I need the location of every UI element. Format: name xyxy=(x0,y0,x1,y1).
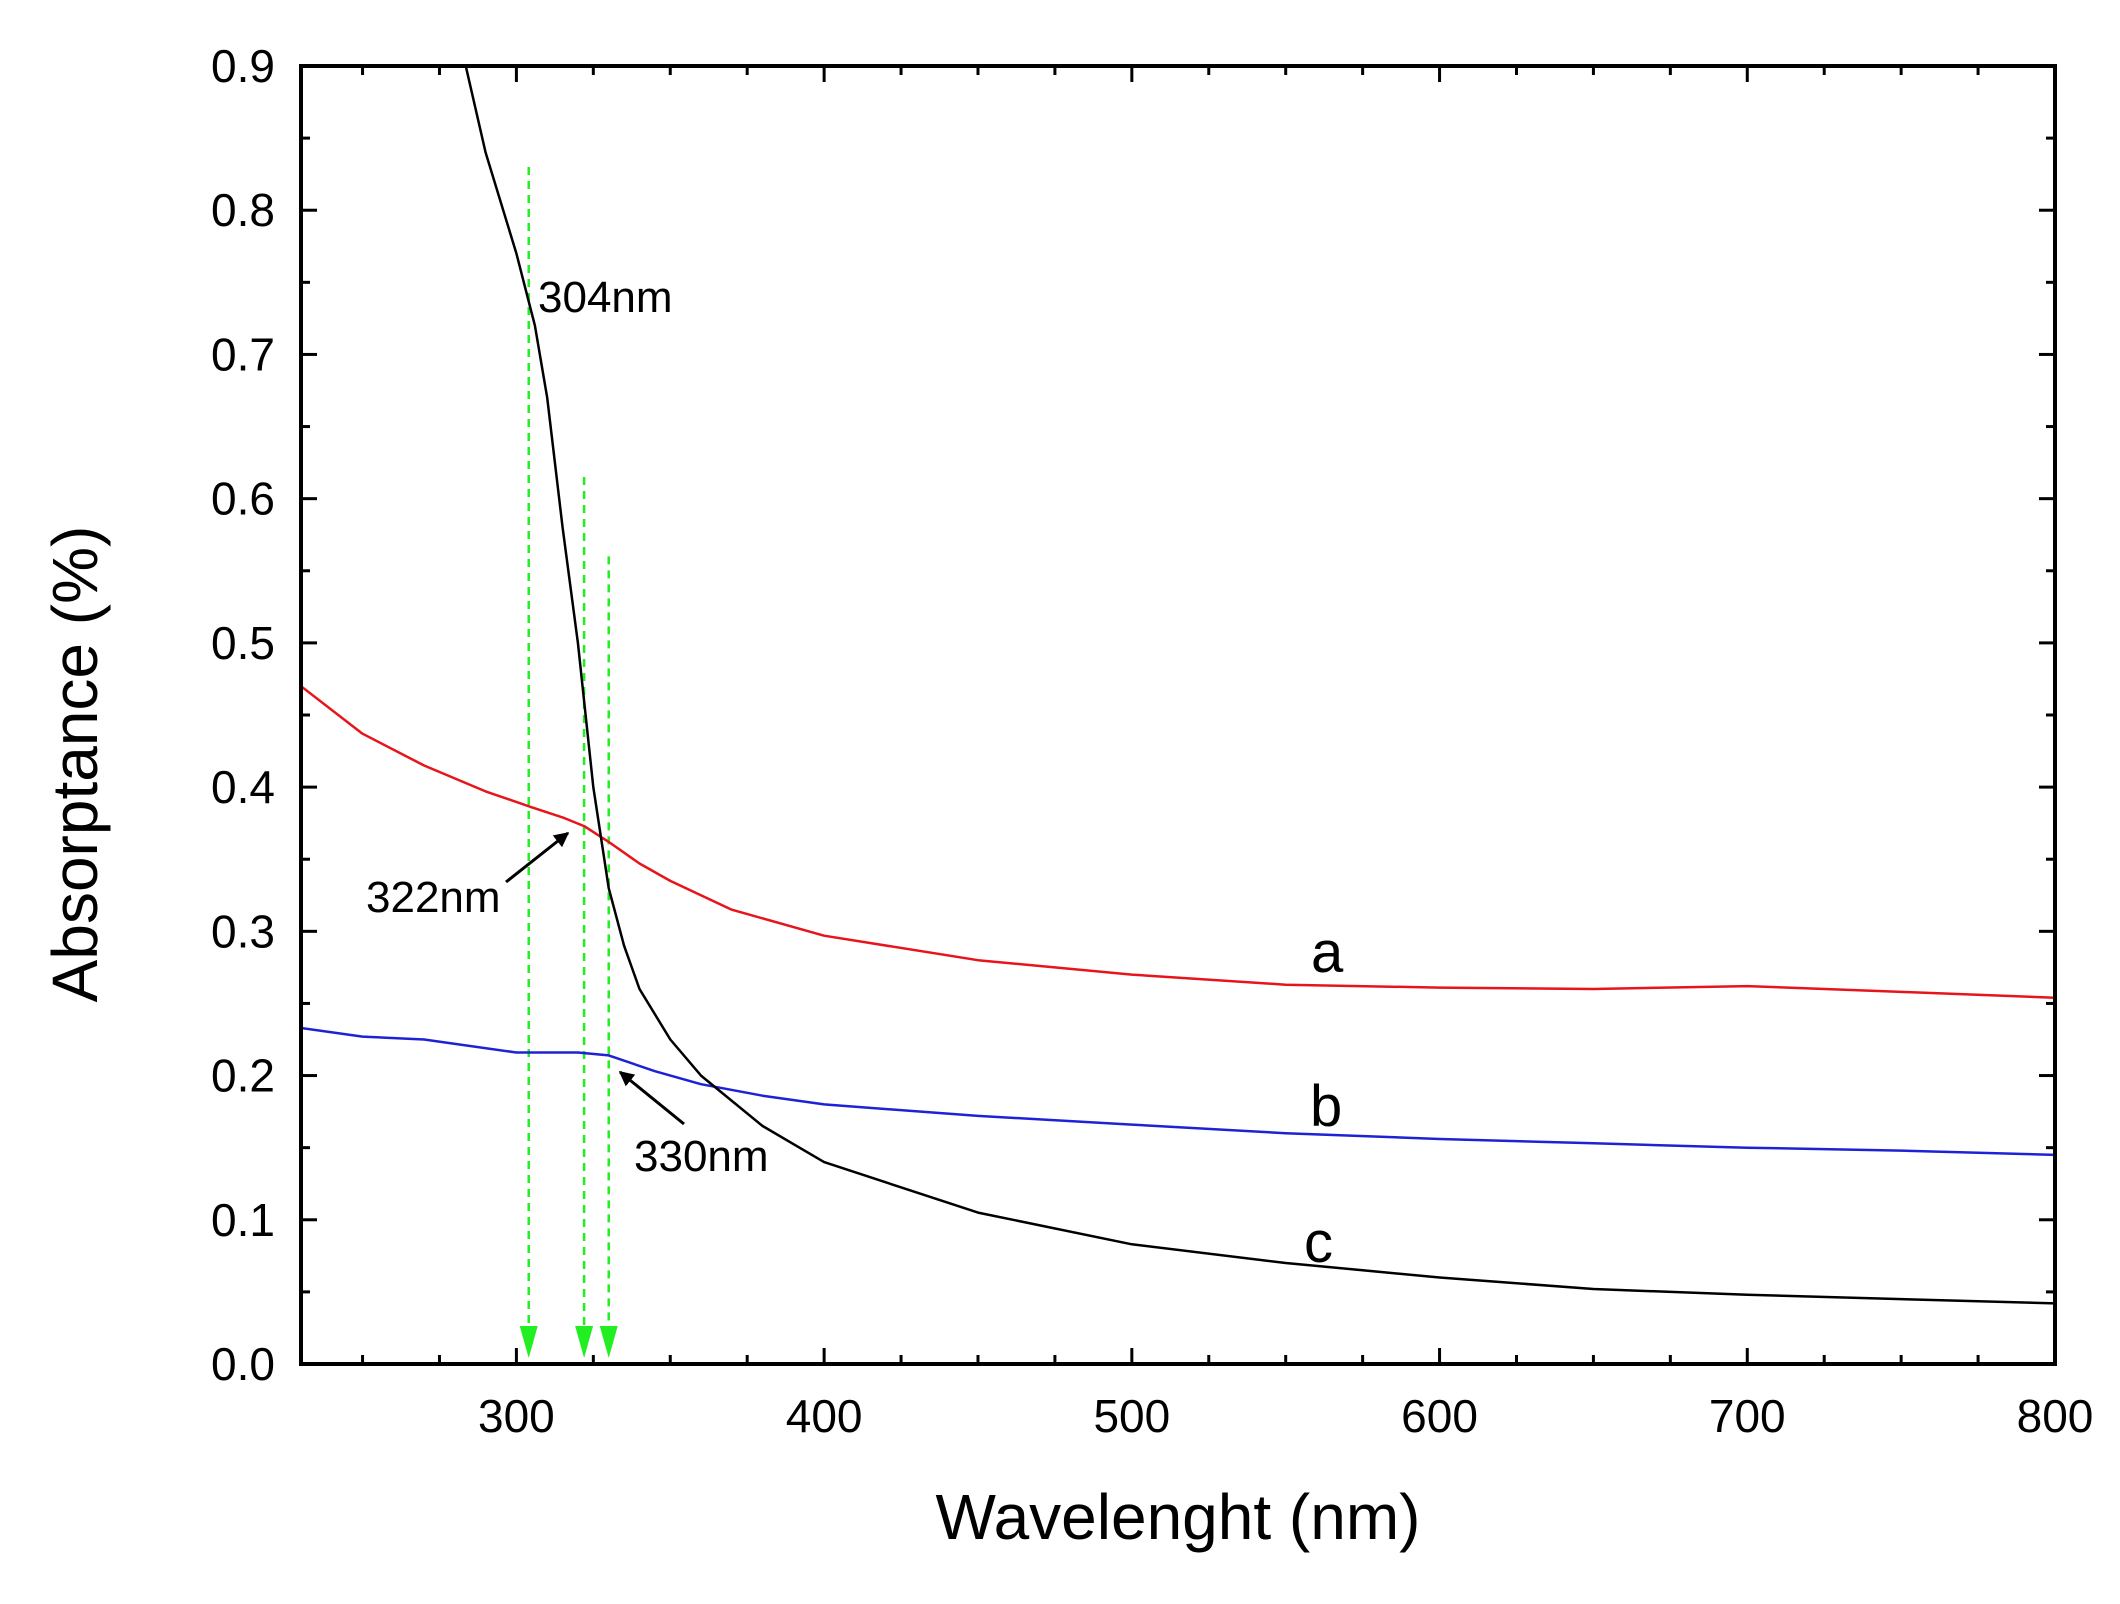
x-tick-label-300: 300 xyxy=(478,1390,555,1442)
guide-arrowhead-330 xyxy=(599,1326,618,1358)
series-label-c: c xyxy=(1304,1210,1333,1275)
series-lines xyxy=(301,66,2055,1305)
wavelength-guide-lines xyxy=(519,166,618,1358)
guide-arrowhead-304 xyxy=(519,1326,538,1358)
x-tick-label-700: 700 xyxy=(1709,1390,1786,1442)
series-line-b xyxy=(301,1026,2055,1157)
series-label-b: b xyxy=(1310,1074,1342,1139)
y-tick-label-0.9: 0.9 xyxy=(211,40,275,92)
annotation-arrow-322nm xyxy=(505,831,570,884)
axis-ticks: 300 400 500 600 700 800 0.0 0.1 0.2 0.3 0.4 0.5 0.6 0… xyxy=(211,40,2093,1442)
x-tick-label-800: 800 xyxy=(2017,1390,2094,1442)
x-axis-title: Wavelenght (nm) xyxy=(936,1481,1421,1553)
y-tick-label-0.2: 0.2 xyxy=(211,1050,275,1102)
x-tick-label-400: 400 xyxy=(786,1390,863,1442)
y-tick-label-0.5: 0.5 xyxy=(211,617,275,669)
y-tick-label-0: 0.0 xyxy=(211,1338,275,1390)
y-tick-label-0.1: 0.1 xyxy=(211,1194,275,1246)
annotation-322nm: 322nm xyxy=(366,873,501,922)
y-axis-title: Absorptance (%) xyxy=(39,526,111,1003)
series-line-a xyxy=(301,685,2055,999)
y-tick-label-0.8: 0.8 xyxy=(211,184,275,236)
x-tick-label-600: 600 xyxy=(1401,1390,1478,1442)
y-tick-label-0.7: 0.7 xyxy=(211,328,275,380)
guide-arrowhead-322 xyxy=(575,1326,594,1358)
annotations: 304nm 322nm 330nm xyxy=(366,273,769,1181)
series-label-a: a xyxy=(1311,920,1344,985)
x-tick-label-500: 500 xyxy=(1093,1390,1170,1442)
y-tick-label-0.6: 0.6 xyxy=(211,473,275,525)
y-tick-label-0.3: 0.3 xyxy=(211,905,275,957)
series-labels: a b c xyxy=(1304,920,1344,1275)
series-line-c xyxy=(464,66,2055,1305)
annotation-304nm: 304nm xyxy=(538,273,673,322)
y-tick-label-0.4: 0.4 xyxy=(211,761,275,813)
annotation-arrow-330nm xyxy=(618,1070,685,1126)
annotation-330nm: 330nm xyxy=(634,1132,769,1181)
